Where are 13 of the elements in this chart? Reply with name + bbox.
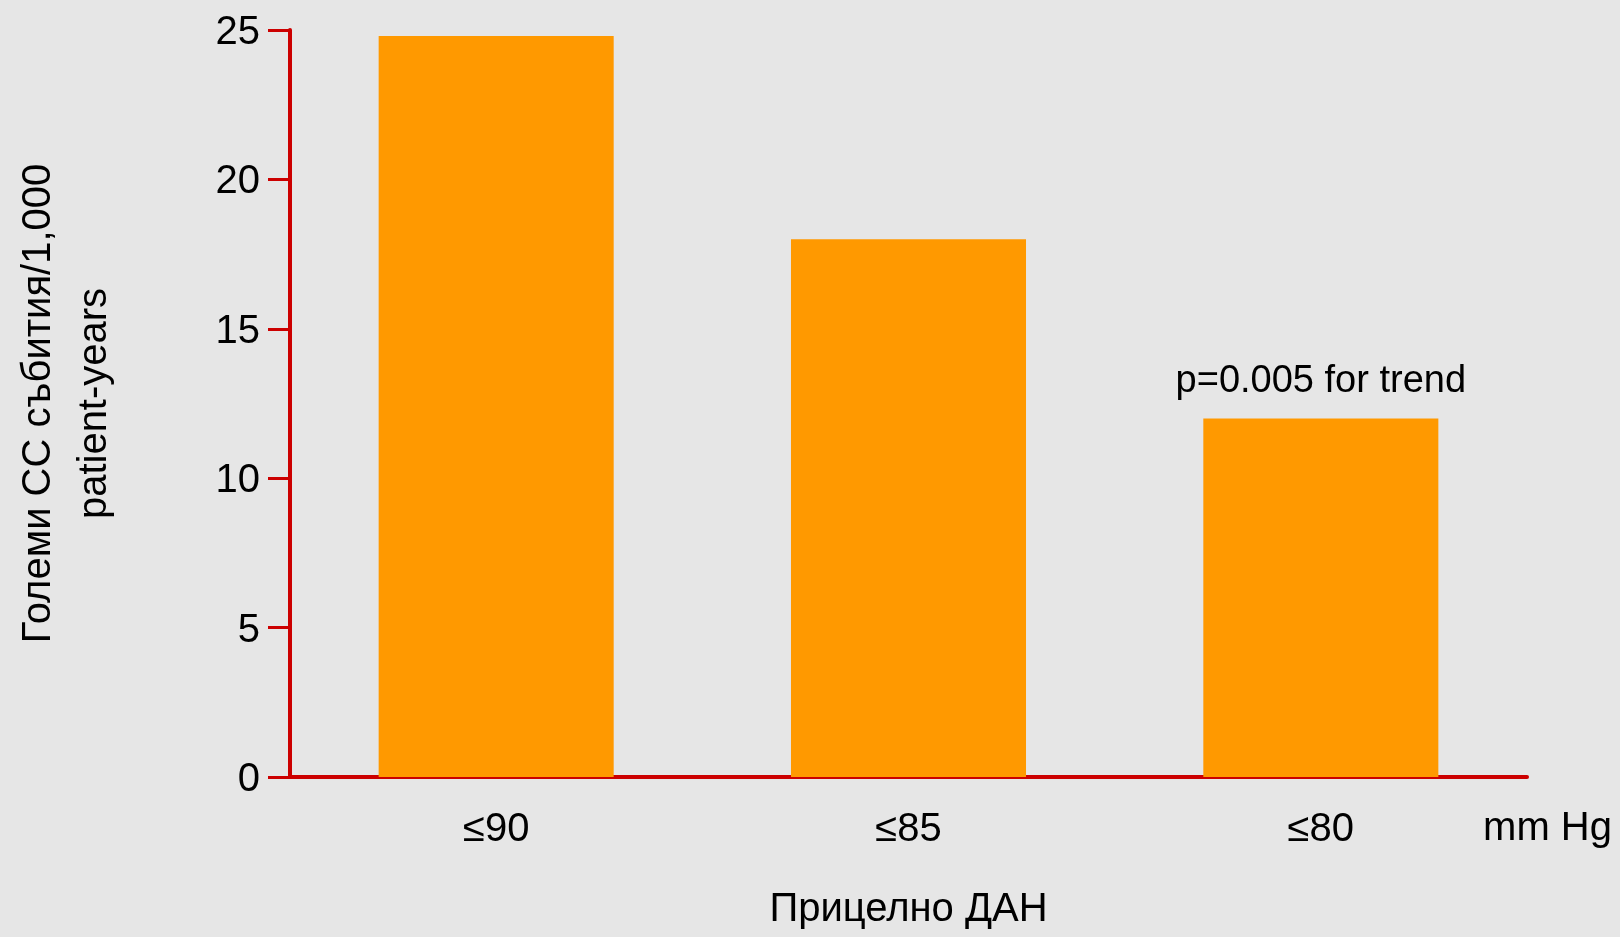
x-axis-title: Прицелно ДАН [769, 885, 1048, 929]
y-tick-label: 5 [237, 605, 260, 650]
x-tick-label: ≤90 [462, 805, 530, 849]
y-tick-label: 25 [215, 8, 260, 52]
y-tick-label: 20 [215, 157, 260, 202]
y-tick-label: 15 [215, 306, 260, 351]
annotation: p=0.005 for trend [1175, 358, 1467, 401]
y-tick-label: 10 [215, 456, 260, 501]
x-tick-label: ≤85 [875, 805, 942, 849]
x-tick-label: ≤80 [1287, 805, 1355, 849]
y-axis-title: Големи СС събития/1,000 patient-years [14, 163, 114, 644]
text: mm Hg [1483, 804, 1612, 848]
y-tick-label: 0 [237, 755, 260, 799]
